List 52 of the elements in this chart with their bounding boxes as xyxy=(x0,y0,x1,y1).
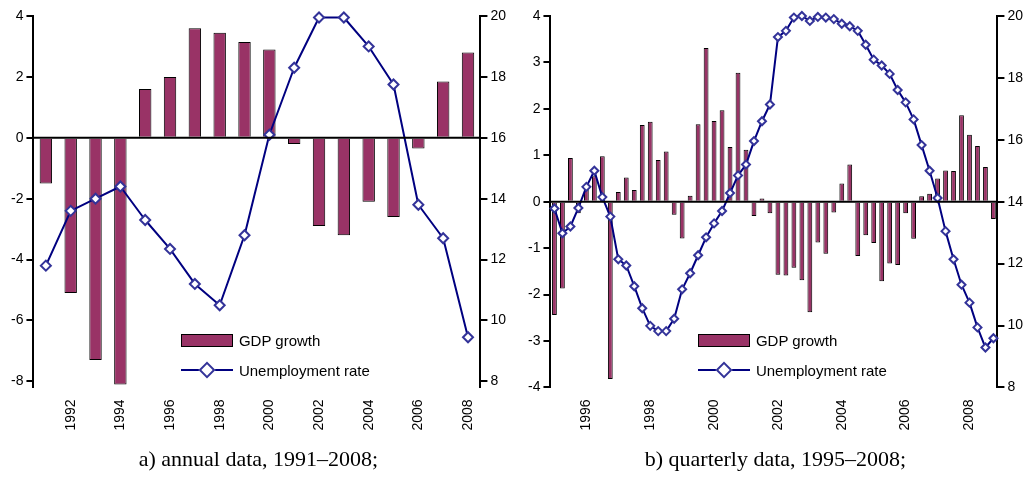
y2-tick-label: 14 xyxy=(490,189,507,206)
x-tick-label: 2006 xyxy=(896,399,913,431)
y2-tick-label: 10 xyxy=(1007,316,1024,333)
x-tick-label: 2004 xyxy=(359,399,376,431)
y-tick-label: 2 xyxy=(532,99,541,116)
text: b) quarterly data, 1995–2008; xyxy=(644,445,907,471)
x-tick-label: 2006 xyxy=(409,399,426,431)
x-tick-label: 1994 xyxy=(111,399,128,431)
y-tick-label: -6 xyxy=(11,311,24,328)
x-tick-label: 1996 xyxy=(577,399,594,431)
x-tick-label: 1998 xyxy=(210,399,227,431)
legend-label: GDP growth xyxy=(755,331,838,349)
y-tick-label: -3 xyxy=(528,331,541,348)
x-tick-label: 2008 xyxy=(960,399,977,431)
text: a) annual data, 1991–2008; xyxy=(138,445,379,471)
y2-tick-label: 8 xyxy=(1007,378,1016,395)
y2-tick-label: 18 xyxy=(490,67,507,84)
y-tick-label: 3 xyxy=(532,53,541,70)
legend-label: GDP growth xyxy=(238,331,321,349)
x-tick-label: 2004 xyxy=(832,399,849,431)
legend-label: Unemployment rate xyxy=(755,361,887,379)
x-tick-label: 1996 xyxy=(160,399,177,431)
y-tick-label: -2 xyxy=(11,189,24,206)
y-tick-label: 4 xyxy=(15,6,24,23)
legend-label: Unemployment rate xyxy=(238,361,370,379)
x-tick-label: 2002 xyxy=(768,399,785,431)
x-tick-label: 2008 xyxy=(458,399,475,431)
y-tick-label: -4 xyxy=(11,250,24,267)
y-tick-label: 2 xyxy=(15,67,24,84)
y-tick-label: -8 xyxy=(11,372,24,389)
y2-tick-label: 20 xyxy=(490,6,507,23)
y-tick-label: -2 xyxy=(528,285,541,302)
y2-tick-label: 18 xyxy=(1007,68,1024,85)
y-tick-label: -1 xyxy=(528,239,541,256)
y2-tick-label: 10 xyxy=(490,311,507,328)
y2-tick-label: 12 xyxy=(1007,254,1024,271)
y2-tick-label: 20 xyxy=(1007,6,1024,23)
y-tick-label: 0 xyxy=(15,128,24,145)
y-tick-label: 0 xyxy=(532,192,541,209)
y2-tick-label: 16 xyxy=(1007,130,1024,147)
x-tick-label: 1998 xyxy=(641,399,658,431)
y2-tick-label: 8 xyxy=(490,372,499,389)
y-tick-label: 1 xyxy=(532,146,541,163)
x-tick-label: 2002 xyxy=(309,399,326,431)
y2-tick-label: 16 xyxy=(490,128,507,145)
y-tick-label: -4 xyxy=(528,378,541,395)
y2-tick-label: 12 xyxy=(490,250,507,267)
x-tick-label: 2000 xyxy=(704,399,721,431)
y-tick-label: 4 xyxy=(532,6,541,23)
x-tick-label: 2000 xyxy=(260,399,277,431)
x-tick-label: 1992 xyxy=(61,399,78,431)
y2-tick-label: 14 xyxy=(1007,192,1024,209)
